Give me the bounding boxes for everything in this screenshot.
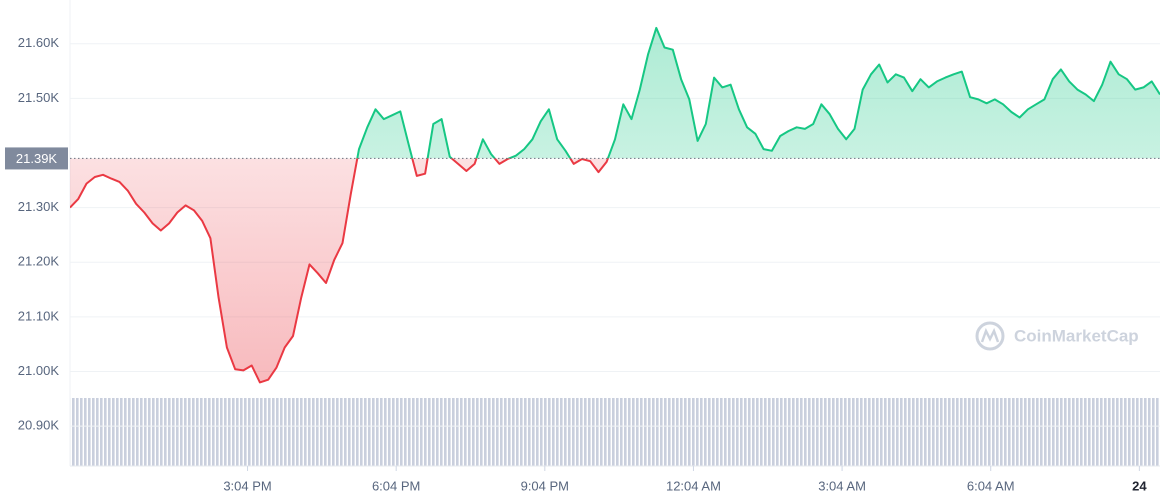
areas [70,27,1160,383]
baseline-label: 21.39K [16,151,58,166]
watermark: CoinMarketCap [975,321,1139,351]
price-line-up [356,26,1160,159]
y-tick-label: 21.30K [18,199,60,214]
y-tick-label: 21.20K [18,254,60,269]
x-tick-label: 24 [1132,478,1147,493]
y-tick-label: 20.90K [18,418,60,433]
x-tick-label: 9:04 PM [521,478,569,493]
y-tick-label: 21.60K [18,35,60,50]
x-tick-label: 6:04 PM [372,478,420,493]
labels: 20.90K 21.00K 21.10K 21.20K 21.30K 21.50K 21.6… [5,35,1147,493]
watermark-logo-m [980,327,1000,343]
x-tick-label: 3:04 AM [818,478,866,493]
lines [70,26,1160,384]
area-up [70,27,1160,159]
watermark-logo [975,321,1005,351]
price-line-down [70,158,609,384]
baseline-badge [5,147,68,170]
y-tick-label: 21.50K [18,90,60,105]
area-down [70,158,608,383]
volume-band [70,398,1160,466]
watermark-text: CoinMarketCap [1014,326,1139,345]
y-tick-label: 21.00K [18,363,60,378]
y-tick-label: 21.10K [18,308,60,323]
x-tick-label: 12:04 AM [666,478,721,493]
x-tick-label: 6:04 AM [967,478,1015,493]
x-tick-label: 3:04 PM [223,478,271,493]
